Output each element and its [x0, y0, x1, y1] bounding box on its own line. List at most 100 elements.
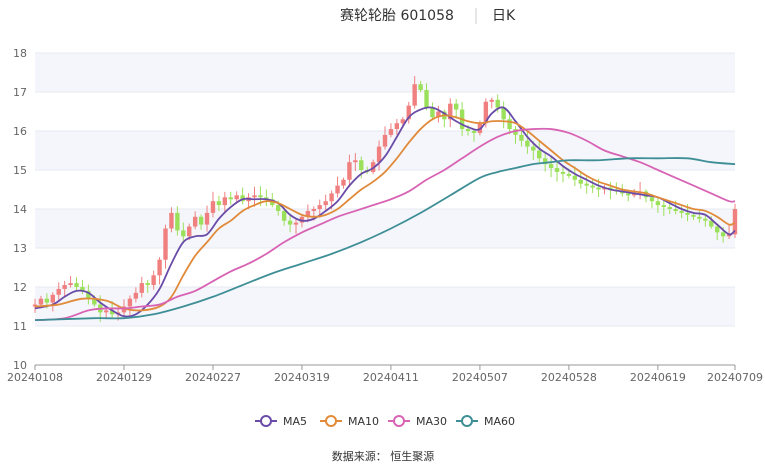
- grid-lines: [35, 52, 735, 366]
- x-tick-label: 20240528: [541, 371, 597, 384]
- moving-average-lines: [34, 106, 736, 322]
- x-tick-label: 20240129: [96, 371, 152, 384]
- ma-line-ma60: [34, 157, 736, 322]
- candle-body: [519, 134, 524, 141]
- candle-body: [44, 298, 50, 303]
- x-tick-label: 20240319: [274, 371, 330, 384]
- ma-line-ma10: [34, 114, 736, 312]
- candle-body: [560, 171, 566, 174]
- candle-body: [590, 185, 595, 188]
- x-tick-label: 20240619: [630, 371, 686, 384]
- candle-body: [643, 191, 649, 198]
- candle-body: [507, 119, 512, 130]
- y-tick-label: 12: [13, 281, 27, 294]
- candle-body: [163, 228, 168, 260]
- y-tick-label: 14: [13, 203, 27, 216]
- candle-body: [133, 292, 139, 299]
- legend-item-ma30: MA30: [388, 415, 447, 428]
- candle-body: [240, 195, 245, 202]
- candle-body: [667, 207, 672, 209]
- candle-body: [317, 205, 322, 209]
- candle-body: [92, 298, 97, 305]
- candle-body: [448, 103, 453, 120]
- y-tick-label: 17: [13, 86, 27, 99]
- candle-body: [187, 226, 192, 237]
- candle-body: [62, 285, 67, 289]
- candle-body: [216, 201, 222, 206]
- candle-body: [471, 131, 477, 133]
- candle-body: [596, 187, 601, 190]
- candle-body: [175, 212, 180, 231]
- legend-item-ma10: MA10: [320, 415, 379, 428]
- candle-body: [32, 304, 38, 307]
- candle-body: [465, 129, 471, 131]
- candle-body: [311, 209, 317, 211]
- candle-body: [548, 164, 554, 169]
- candle-body: [412, 84, 417, 106]
- candle-body: [566, 173, 572, 176]
- candle-body: [74, 283, 79, 287]
- legend-label: MA5: [283, 415, 307, 428]
- candle-body: [109, 310, 115, 315]
- candle-body: [620, 191, 625, 194]
- legend-label: MA60: [484, 415, 515, 428]
- y-tick-label: 16: [13, 125, 27, 138]
- legend-marker: [260, 415, 272, 427]
- candle-body: [121, 306, 127, 313]
- candle-body: [347, 162, 352, 180]
- candle-body: [631, 193, 637, 196]
- candle-body: [394, 123, 400, 130]
- candle-body: [305, 210, 311, 217]
- plot-band: [35, 326, 735, 365]
- candle-body: [323, 201, 328, 206]
- candle-body: [222, 197, 228, 206]
- candle-body: [287, 220, 293, 225]
- x-tick-label: 20240507: [452, 371, 508, 384]
- candle-body: [430, 107, 435, 118]
- y-axis: 10 11 12 13 14 15 16 17 18: [13, 47, 27, 372]
- candle-body: [228, 197, 233, 200]
- candle-body: [709, 220, 714, 227]
- candle-body: [341, 179, 346, 186]
- candle-body: [584, 183, 589, 186]
- candle-body: [453, 103, 459, 110]
- x-tick-label: 20240411: [363, 371, 419, 384]
- candle-body: [513, 129, 518, 135]
- legend-item-ma5: MA5: [255, 415, 307, 428]
- ma-line-ma5: [34, 106, 736, 318]
- ma-line-ma30: [34, 127, 736, 322]
- plot-band: [35, 53, 735, 92]
- candle-body: [726, 234, 732, 237]
- candle-body: [531, 146, 536, 151]
- candle-body: [264, 197, 269, 200]
- candle-body: [578, 179, 583, 184]
- candle-body: [424, 90, 429, 108]
- candle-body: [376, 146, 382, 163]
- candle-body: [418, 84, 423, 91]
- x-tick-label: 20240108: [7, 371, 63, 384]
- candle-body: [359, 160, 364, 170]
- candle-body: [335, 185, 340, 194]
- y-tick-label: 11: [13, 320, 27, 333]
- candle-body: [661, 205, 667, 208]
- candle-body: [145, 283, 150, 286]
- candle-body: [181, 230, 186, 237]
- candle-body: [234, 195, 239, 200]
- candle-body: [169, 212, 174, 229]
- candle-body: [655, 201, 661, 206]
- candle-body: [720, 232, 726, 237]
- candle-body: [86, 290, 91, 299]
- candle-body: [554, 168, 560, 172]
- candle-body: [50, 294, 55, 303]
- candle-body: [276, 205, 281, 211]
- candle-body: [210, 201, 216, 213]
- candle-body: [537, 150, 542, 159]
- x-axis: 20240108 20240129 20240227 20240319 20240411…: [7, 365, 763, 384]
- data-source-label: 数据来源： 恒生聚源: [332, 449, 435, 463]
- candle-body: [127, 298, 133, 307]
- candle-body: [388, 129, 394, 135]
- candle-body: [489, 99, 494, 102]
- candle-body: [691, 214, 696, 217]
- candle-body: [258, 195, 263, 198]
